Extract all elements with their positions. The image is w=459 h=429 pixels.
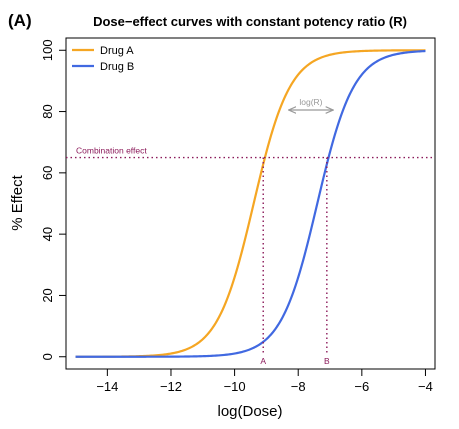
y-tick-label: 40 [40,227,55,241]
y-tick-label: 100 [40,39,55,61]
x-tick-label: −4 [418,379,433,394]
x-tick-label: −6 [354,379,369,394]
series-line-drug-a [75,49,426,358]
plot-area: −14 −12 −10 −8 −6 −4 0 20 40 60 80 100 Combination e… [40,37,436,394]
potency-ratio-label: log(R) [299,97,322,107]
combination-effect-label: Combination effect [76,146,147,156]
x-tick-label: −10 [224,379,246,394]
plot-frame [65,37,436,370]
dose-marker-label-b: B [324,356,330,366]
x-axis-label: log(Dose) [217,403,282,420]
series-line-drug-b [75,49,426,358]
y-tick-label: 60 [40,166,55,180]
panel-label: (A) [8,11,32,30]
y-tick-label: 0 [40,353,55,360]
x-tick-label: −8 [291,379,306,394]
dose-marker-label-a: A [260,356,266,366]
y-tick-label: 20 [40,288,55,302]
legend-label-drug-a: Drug A [100,45,134,57]
y-tick-label: 80 [40,104,55,118]
legend-label-drug-b: Drug B [100,61,134,73]
x-tick-label: −14 [96,379,118,394]
x-tick-label: −12 [160,379,182,394]
y-axis-label: % Effect [9,174,26,230]
chart-title: Dose−effect curves with constant potency… [93,14,407,29]
